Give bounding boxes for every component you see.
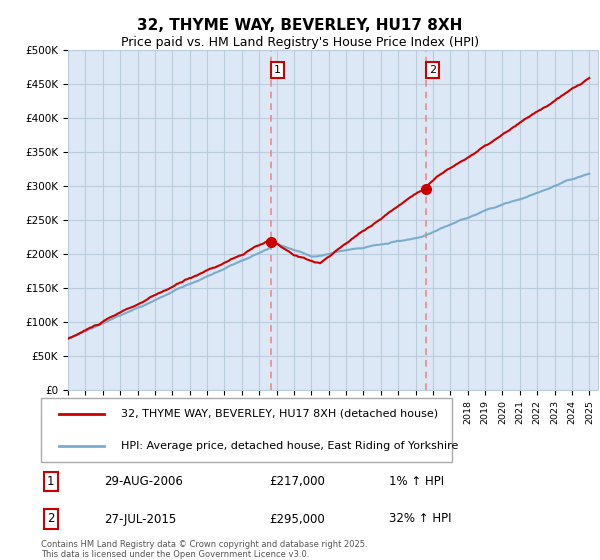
Text: 32, THYME WAY, BEVERLEY, HU17 8XH (detached house): 32, THYME WAY, BEVERLEY, HU17 8XH (detac… — [121, 409, 439, 419]
Text: 32, THYME WAY, BEVERLEY, HU17 8XH: 32, THYME WAY, BEVERLEY, HU17 8XH — [137, 18, 463, 33]
Text: HPI: Average price, detached house, East Riding of Yorkshire: HPI: Average price, detached house, East… — [121, 441, 458, 451]
FancyBboxPatch shape — [41, 398, 452, 462]
Text: Contains HM Land Registry data © Crown copyright and database right 2025.
This d: Contains HM Land Registry data © Crown c… — [41, 540, 368, 559]
Text: 32% ↑ HPI: 32% ↑ HPI — [389, 512, 452, 525]
Text: £295,000: £295,000 — [269, 512, 325, 525]
Text: 1: 1 — [274, 65, 281, 75]
Text: 27-JUL-2015: 27-JUL-2015 — [104, 512, 176, 525]
Text: £217,000: £217,000 — [269, 475, 325, 488]
Text: 1% ↑ HPI: 1% ↑ HPI — [389, 475, 444, 488]
Text: 29-AUG-2006: 29-AUG-2006 — [104, 475, 183, 488]
Text: Price paid vs. HM Land Registry's House Price Index (HPI): Price paid vs. HM Land Registry's House … — [121, 36, 479, 49]
Text: 2: 2 — [47, 512, 55, 525]
Text: 2: 2 — [429, 65, 436, 75]
Text: 1: 1 — [47, 475, 55, 488]
